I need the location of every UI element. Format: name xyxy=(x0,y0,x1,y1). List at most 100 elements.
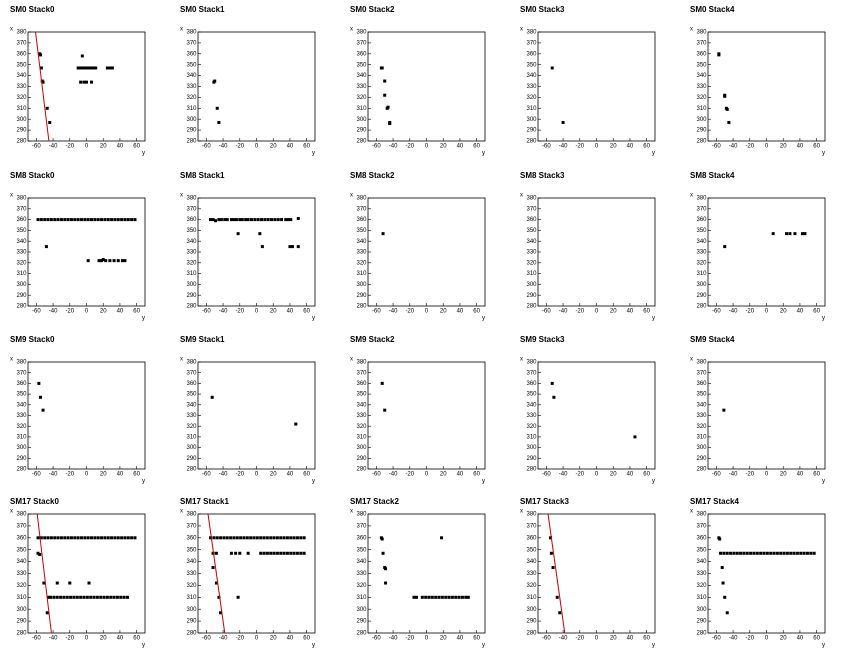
point xyxy=(97,259,101,263)
point xyxy=(717,53,721,57)
point xyxy=(802,551,806,555)
point xyxy=(56,536,60,540)
y-tick-label: 380 xyxy=(696,30,707,36)
point xyxy=(219,218,223,222)
point xyxy=(79,218,83,222)
y-tick-label: 340 xyxy=(16,402,27,408)
point xyxy=(85,80,88,84)
y-tick-label: 300 xyxy=(16,282,27,288)
y-tick-label: 300 xyxy=(356,282,367,288)
point xyxy=(299,551,303,555)
point xyxy=(460,595,464,599)
point xyxy=(59,595,63,599)
panel-title: SM9 Stack3 xyxy=(520,335,565,344)
x-tick-label: -20 xyxy=(575,144,584,150)
y-tick-label: 340 xyxy=(356,402,367,408)
point xyxy=(38,552,42,556)
x-axis-label: y xyxy=(142,316,145,322)
x-tick-label: 60 xyxy=(643,309,650,315)
x-tick-label: 20 xyxy=(270,309,277,315)
y-tick-label: 300 xyxy=(186,282,197,288)
x-tick-label: -40 xyxy=(49,636,58,642)
x-tick-label: -60 xyxy=(712,636,721,642)
point xyxy=(232,218,236,222)
y-tick-label: 370 xyxy=(186,370,197,376)
y-tick-label: 360 xyxy=(356,535,367,541)
x-tick-label: -20 xyxy=(745,472,754,478)
x-tick-label: 0 xyxy=(255,309,259,315)
point xyxy=(384,567,388,571)
x-tick-label: 40 xyxy=(797,309,804,315)
x-axis-label: y xyxy=(482,316,485,322)
point xyxy=(234,551,238,555)
y-tick-label: 340 xyxy=(186,73,197,79)
point xyxy=(285,551,289,555)
point xyxy=(95,595,99,599)
y-tick-label: 340 xyxy=(696,239,707,245)
point xyxy=(48,120,52,124)
x-tick-label: 0 xyxy=(425,144,429,150)
x-tick-label: 20 xyxy=(440,144,447,150)
plot-frame xyxy=(537,197,656,307)
point xyxy=(292,536,296,540)
y-tick-label: 340 xyxy=(696,559,707,565)
point xyxy=(86,259,90,263)
point xyxy=(236,595,240,599)
point xyxy=(279,551,283,555)
point xyxy=(96,218,100,222)
point xyxy=(444,595,448,599)
y-tick-label: 340 xyxy=(16,73,27,79)
y-tick-label: 370 xyxy=(356,370,367,376)
point xyxy=(119,595,123,599)
panel-title: SM8 Stack4 xyxy=(690,171,735,180)
point xyxy=(211,566,215,570)
x-tick-label: -20 xyxy=(575,472,584,478)
y-tick-label: 280 xyxy=(526,467,537,473)
y-tick-label: 350 xyxy=(186,547,197,553)
x-axis-label: y xyxy=(652,151,655,157)
y-tick-label: 290 xyxy=(696,619,707,625)
point xyxy=(46,218,50,222)
point xyxy=(550,381,554,385)
y-tick-label: 280 xyxy=(356,304,367,310)
point xyxy=(115,595,119,599)
point xyxy=(89,595,93,599)
point xyxy=(265,536,269,540)
y-tick-label: 320 xyxy=(526,260,537,266)
y-tick-label: 310 xyxy=(16,434,27,440)
point xyxy=(299,536,303,540)
point xyxy=(49,536,53,540)
y-tick-label: 310 xyxy=(356,434,367,440)
y-tick-label: 280 xyxy=(356,631,367,637)
x-tick-label: 60 xyxy=(303,309,310,315)
x-tick-label: 40 xyxy=(797,472,804,478)
point xyxy=(788,232,792,236)
point xyxy=(209,536,213,540)
point xyxy=(68,581,72,585)
y-tick-label: 290 xyxy=(526,456,537,462)
point xyxy=(272,536,276,540)
point xyxy=(66,536,70,540)
x-tick-label: 60 xyxy=(643,636,650,642)
point xyxy=(239,536,243,540)
y-tick-label: 320 xyxy=(16,583,27,589)
point xyxy=(765,551,769,555)
x-tick-label: 60 xyxy=(303,472,310,478)
y-tick-label: 360 xyxy=(526,51,537,57)
y-tick-label: 320 xyxy=(356,583,367,589)
y-tick-label: 370 xyxy=(696,40,707,46)
point xyxy=(79,595,83,599)
point xyxy=(93,218,97,222)
y-tick-label: 300 xyxy=(696,607,707,613)
y-tick-label: 380 xyxy=(16,360,27,366)
x-tick-label: -60 xyxy=(202,472,211,478)
y-tick-label: 360 xyxy=(356,381,367,387)
y-axis-label: x xyxy=(180,193,183,199)
y-tick-label: 360 xyxy=(16,217,27,223)
y-axis-label: x xyxy=(350,509,353,515)
x-tick-label: -40 xyxy=(729,309,738,315)
point xyxy=(217,595,221,599)
point xyxy=(289,218,293,222)
y-tick-label: 290 xyxy=(186,619,197,625)
point xyxy=(45,611,49,615)
